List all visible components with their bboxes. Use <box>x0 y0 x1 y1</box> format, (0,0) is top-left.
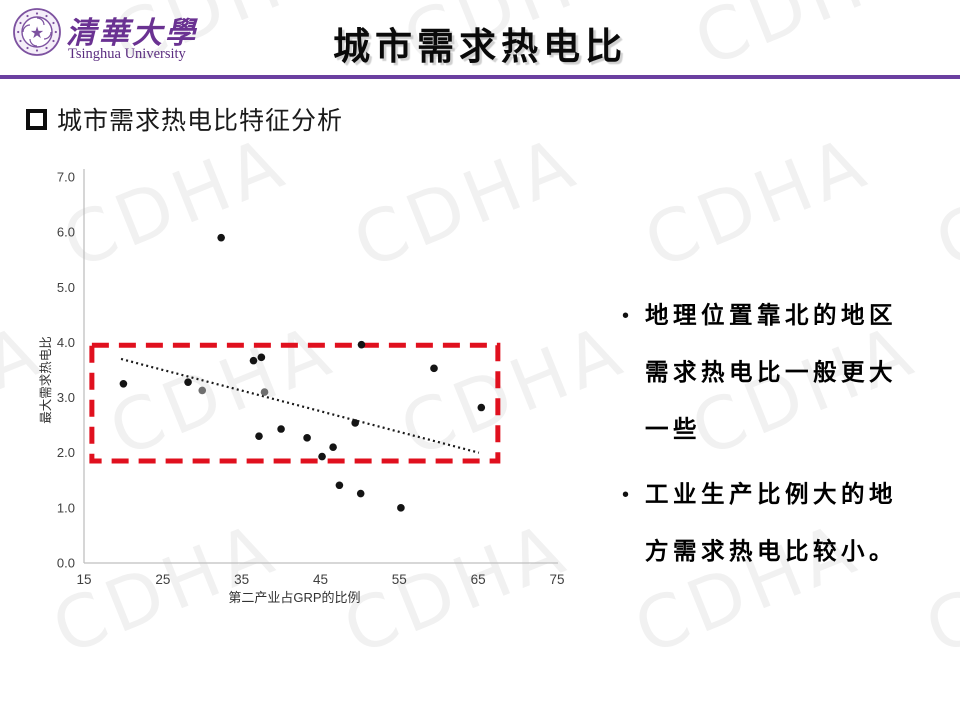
trend-line <box>120 357 480 454</box>
y-tick-label: 3.0 <box>57 390 75 405</box>
scatter-point <box>477 403 486 412</box>
scatter-point <box>335 481 344 490</box>
scatter-point <box>303 434 311 442</box>
scatter-point <box>198 386 207 395</box>
scatter-point <box>260 388 269 396</box>
scatter-point <box>119 379 128 388</box>
x-tick-label: 15 <box>76 572 91 587</box>
square-bullet-icon <box>26 109 47 130</box>
annotation-box <box>89 342 501 464</box>
x-tick-label: 65 <box>471 572 486 587</box>
y-tick-label: 6.0 <box>57 225 75 240</box>
scatter-point <box>329 443 337 452</box>
scatter-point <box>351 419 359 427</box>
university-name-en: Tsinghua University <box>68 46 186 62</box>
y-axis-title: 最大需求热电比 <box>39 336 53 424</box>
scatter-point <box>257 353 266 362</box>
y-tick-label: 5.0 <box>57 280 75 295</box>
section-heading: 城市需求热电比特征分析 <box>26 101 343 137</box>
scatter-point <box>356 489 365 498</box>
insight-list: • 地理位置靠北的地区需求热电比一般更大一些 • 工业生产比例大的地方需求热电比… <box>622 288 922 589</box>
x-tick-label: 35 <box>234 572 249 587</box>
scatter-point <box>277 425 285 433</box>
scatter-point <box>357 340 366 349</box>
x-tick-label: 75 <box>549 572 564 587</box>
scatter-point <box>318 452 326 461</box>
svg-text:★: ★ <box>30 25 44 42</box>
insight-bullet: • 工业生产比例大的地方需求热电比较小。 <box>622 467 922 581</box>
scatter-point <box>217 233 225 242</box>
x-tick-label: 45 <box>313 572 328 587</box>
x-tick-label: 25 <box>155 572 170 587</box>
y-tick-label: 0.0 <box>57 556 75 571</box>
bullet-dot-icon: • <box>622 305 630 327</box>
scatter-point <box>397 504 405 512</box>
y-tick-label: 2.0 <box>57 445 75 460</box>
insight-bullet: • 地理位置靠北的地区需求热电比一般更大一些 <box>622 288 922 459</box>
scatter-point <box>430 364 438 373</box>
scatter-chart: 0.0 1.0 2.0 3.0 4.0 5.0 6.0 7.0 15 25 35 45 55 65 75 第二… <box>20 158 600 623</box>
y-tick-label: 4.0 <box>57 335 75 350</box>
y-tick-label: 7.0 <box>57 170 75 185</box>
header-divider <box>0 75 960 79</box>
y-tick-label: 1.0 <box>57 500 75 515</box>
insight-text-1: 地理位置靠北的地区需求热电比一般更大一些 <box>645 303 898 443</box>
scatter-chart-canvas: 0.0 1.0 2.0 3.0 4.0 5.0 6.0 7.0 15 25 35 45 55 65 75 第二… <box>39 169 564 605</box>
scatter-point <box>249 356 258 365</box>
tsinghua-seal-icon: ★ <box>13 8 61 56</box>
insight-text-2: 工业生产比例大的地方需求热电比较小。 <box>645 482 898 565</box>
bullet-dot-icon: • <box>622 484 630 506</box>
section-heading-text: 城市需求热电比特征分析 <box>57 107 344 135</box>
slide-title: 城市需求热电比 <box>333 27 627 68</box>
scatter-point <box>255 432 263 440</box>
university-name-cn: 清華大學 <box>66 16 198 51</box>
x-tick-label: 55 <box>392 572 407 587</box>
scatter-point <box>184 378 192 386</box>
x-axis-title: 第二产业占GRP的比例 <box>228 590 360 605</box>
